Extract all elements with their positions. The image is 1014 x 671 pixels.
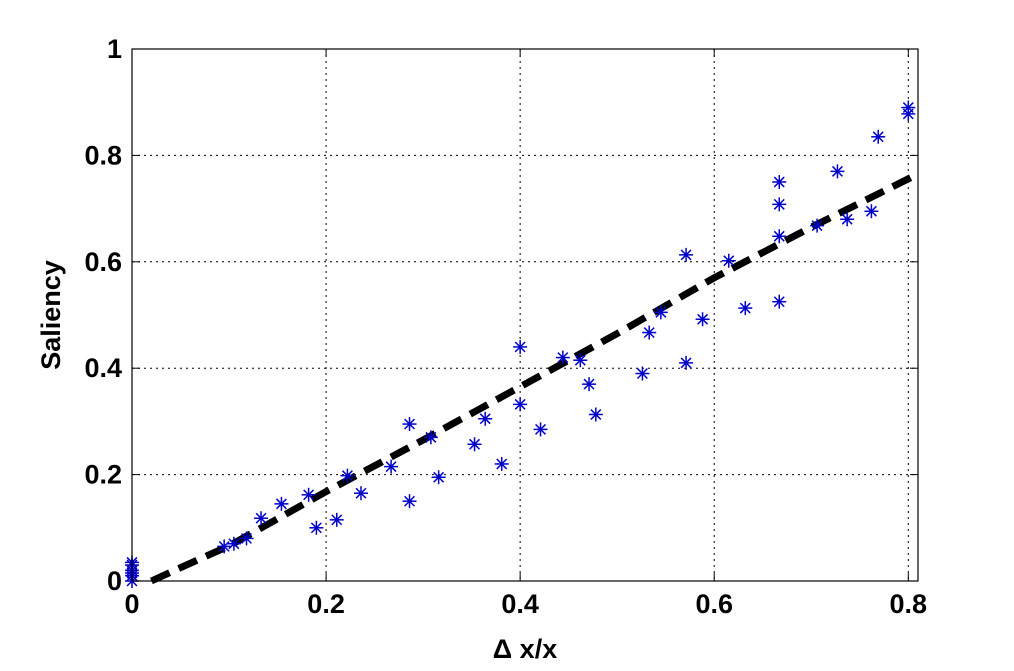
data-point <box>738 301 753 316</box>
data-point <box>695 312 710 327</box>
y-tick-label: 0.2 <box>84 460 122 490</box>
data-point <box>402 494 417 509</box>
data-point <box>679 355 694 370</box>
data-point <box>642 325 657 340</box>
data-point <box>354 486 369 501</box>
data-point <box>772 197 787 212</box>
data-point <box>635 366 650 381</box>
data-point <box>555 350 570 365</box>
data-point <box>217 539 232 554</box>
data-point <box>274 496 289 511</box>
data-point <box>772 294 787 309</box>
data-point <box>588 407 603 422</box>
data-point <box>871 129 886 144</box>
data-point <box>513 397 528 412</box>
data-point <box>533 422 548 437</box>
data-point <box>810 218 825 233</box>
data-point <box>840 212 855 227</box>
y-tick-label: 0.6 <box>84 247 122 277</box>
axis-layer: 0 0.2 0.4 0.6 0.8 0 0.2 0.4 0.6 0.8 1 <box>84 34 927 619</box>
data-point <box>772 229 787 244</box>
data-point <box>402 417 417 432</box>
data-point <box>573 353 588 368</box>
data-point <box>309 520 324 535</box>
grid-layer <box>132 49 918 581</box>
data-point <box>494 456 509 471</box>
data-point <box>384 459 399 474</box>
data-point <box>301 487 316 502</box>
data-point <box>340 468 355 483</box>
data-point <box>653 305 668 320</box>
y-tick-label: 1 <box>107 34 122 64</box>
data-point <box>864 204 879 219</box>
data-point <box>679 247 694 262</box>
data-point <box>423 430 438 445</box>
data-point <box>772 175 787 189</box>
data-point <box>329 512 344 527</box>
x-axis-label: Δ x/x <box>493 634 557 664</box>
data-point <box>513 339 528 354</box>
x-tick-label: 0.6 <box>695 589 733 619</box>
data-point <box>478 411 493 426</box>
x-tick-label: 0 <box>124 589 139 619</box>
data-point <box>239 531 254 546</box>
data-point <box>830 164 845 179</box>
data-point <box>582 377 597 392</box>
data-point <box>721 253 736 268</box>
data-point <box>431 470 446 485</box>
data-point <box>254 511 269 526</box>
fit-line <box>149 170 920 585</box>
y-tick-label: 0 <box>107 566 122 596</box>
plot-frame <box>131 48 919 582</box>
x-tick-label: 0.2 <box>307 589 345 619</box>
x-tick-label: 0.8 <box>890 589 928 619</box>
data-layer <box>125 100 920 588</box>
y-tick-label: 0.4 <box>84 353 122 383</box>
data-point <box>467 437 482 452</box>
data-point <box>226 536 241 551</box>
x-tick-label: 0.4 <box>501 589 539 619</box>
data-point <box>901 106 916 121</box>
y-axis-label: Saliency <box>36 260 66 370</box>
y-tick-label: 0.8 <box>84 140 122 170</box>
